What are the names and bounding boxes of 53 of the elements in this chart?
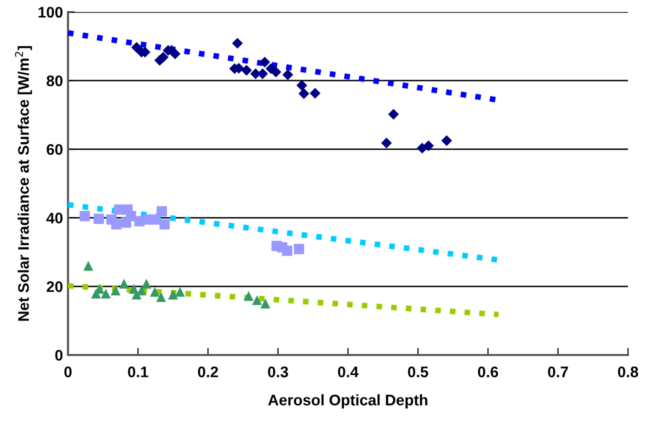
y-tick-label: 80 [46,75,63,86]
point [259,56,270,68]
point [388,108,399,120]
x-tick-label: 0.5 [408,366,428,378]
point [260,298,270,308]
point [270,66,282,78]
point [381,138,392,148]
y-tick-label: 40 [46,212,63,224]
point [131,42,142,53]
point [158,52,169,63]
y-tick-label: 20 [46,281,63,292]
point [136,286,146,296]
point [168,290,178,300]
point [100,288,111,299]
point [241,64,252,76]
y-tick-label: 60 [46,144,63,155]
point [441,135,452,146]
point [310,88,320,99]
x-tick-label: 0.3 [268,366,288,378]
x-tick-label: 0.1 [128,366,148,378]
point [282,246,292,256]
x-tick-label: 0 [64,366,72,378]
point [94,214,104,224]
point [159,219,170,230]
point [83,260,94,271]
point [252,295,262,306]
point [141,278,152,289]
point [170,48,180,60]
point [298,88,310,100]
point [232,38,243,49]
point [110,286,121,296]
point [156,206,167,216]
point [296,80,308,91]
x-tick-label: 0.6 [478,366,498,378]
y-tick-label: 100 [38,6,63,18]
x-tick-label: 0.4 [338,366,359,378]
x-tick-label: 0.8 [618,366,638,378]
x-tick-label: 0.2 [198,366,218,378]
point [244,291,254,301]
point [175,286,185,297]
x-axis-title: Aerosol Optical Depth [268,394,428,408]
x-tick-label: 0.7 [548,366,568,378]
point [111,219,122,230]
point [150,214,160,225]
y-axis-title: Net Solar Irradiance at Surface [W/m$^{2}$] [14,46,32,321]
point [150,286,160,297]
point [156,292,166,302]
point [119,278,129,289]
point [423,140,434,152]
point [80,210,90,222]
point [294,244,304,254]
point [282,69,294,80]
y-tick-label: 0 [55,350,63,361]
